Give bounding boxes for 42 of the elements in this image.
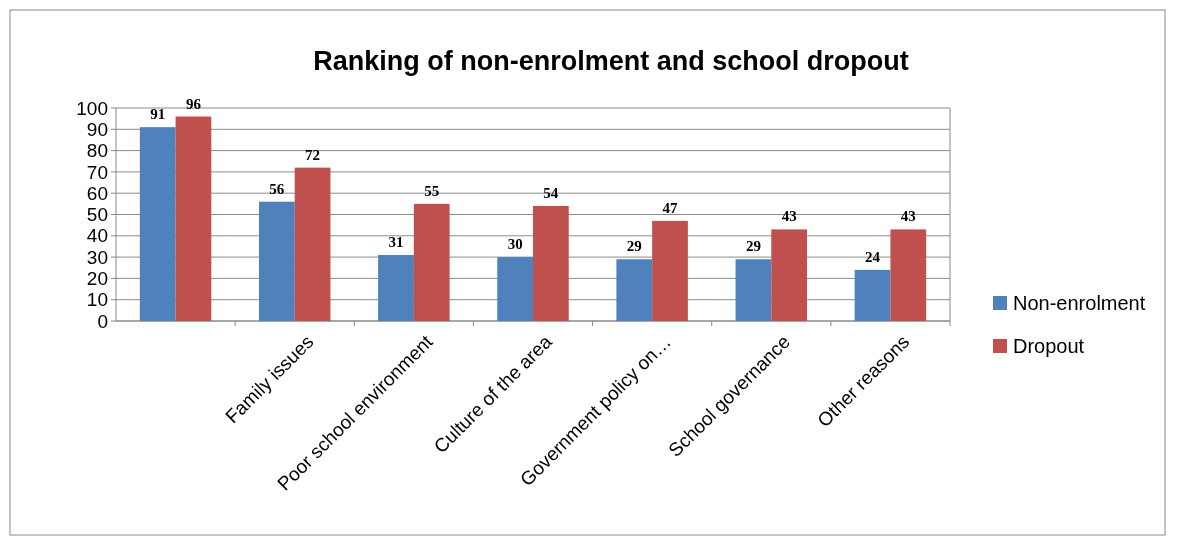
bar xyxy=(533,205,569,321)
y-tick-label: 100 xyxy=(76,97,108,119)
bar xyxy=(413,203,450,321)
data-label: 54 xyxy=(543,184,559,201)
data-label: 96 xyxy=(185,95,202,112)
bar xyxy=(890,229,927,321)
bar xyxy=(652,220,688,321)
bar xyxy=(378,254,414,321)
data-label: 31 xyxy=(388,233,404,250)
y-tick-label: 0 xyxy=(97,310,108,332)
data-label: 55 xyxy=(424,182,440,199)
data-label: 29 xyxy=(745,238,761,255)
bar xyxy=(139,127,176,321)
data-label: 29 xyxy=(626,238,642,255)
data-label: 56 xyxy=(269,180,285,197)
bar xyxy=(497,257,533,321)
legend-label: Non-enrolment xyxy=(1013,292,1146,314)
y-tick-label: 40 xyxy=(86,225,108,247)
data-label: 43 xyxy=(900,208,916,225)
bar xyxy=(771,229,808,321)
data-label: 91 xyxy=(150,106,166,123)
bar xyxy=(616,259,653,321)
y-tick-label: 20 xyxy=(86,268,108,290)
data-label: 47 xyxy=(662,199,679,216)
bar xyxy=(854,269,891,321)
bar xyxy=(294,167,331,321)
bar xyxy=(735,259,772,321)
y-tick-label: 90 xyxy=(86,118,108,140)
chart-title: Ranking of non-enrolment and school dropout xyxy=(313,46,909,76)
data-label: 24 xyxy=(865,248,881,265)
y-tick-label: 70 xyxy=(86,161,108,183)
bar xyxy=(175,116,212,321)
y-tick-label: 50 xyxy=(86,204,108,226)
y-tick-label: 10 xyxy=(86,289,108,311)
y-tick-label: 80 xyxy=(86,140,108,162)
data-label: 30 xyxy=(507,236,523,253)
legend-label: Dropout xyxy=(1013,335,1085,357)
data-label: 72 xyxy=(305,146,321,163)
data-label: 43 xyxy=(781,208,797,225)
y-tick-label: 30 xyxy=(86,246,108,268)
bar xyxy=(258,201,295,321)
y-tick-label: 60 xyxy=(86,182,108,204)
